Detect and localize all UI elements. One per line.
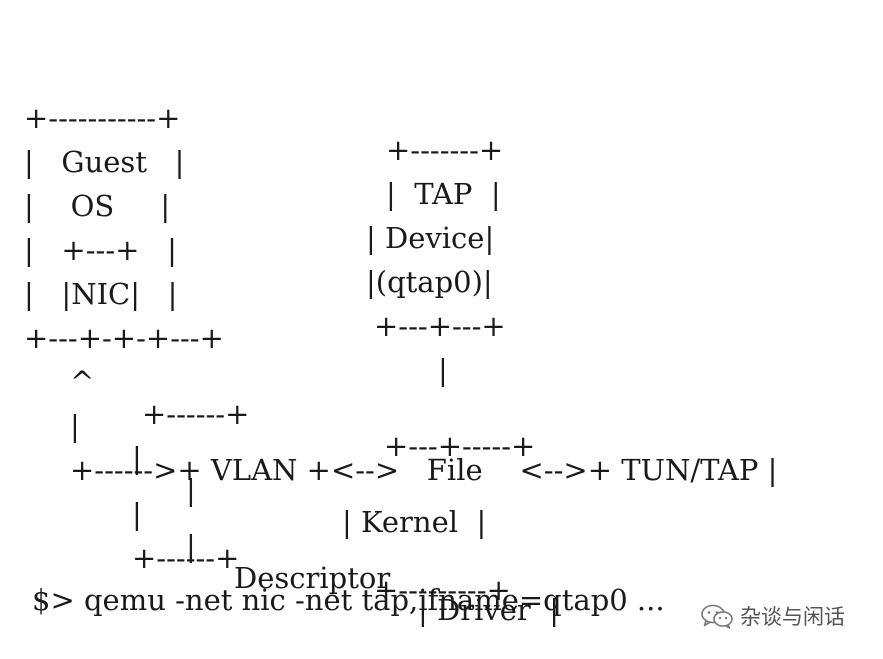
vlan-box-left-lower: |: [132, 497, 142, 531]
vlan-file-tuntap-connection: +------>+ VLAN +<--> File <-->+ TUN/TAP …: [70, 453, 778, 487]
nic-arrow-head: ^: [70, 365, 95, 399]
diagram-line-1: +-----------+ +-------+: [0, 70, 503, 198]
ascii-network-diagram: +-----------+ +-------+ | Guest | | TAP …: [0, 70, 777, 626]
diagram-line-3: | OS | | Device|: [0, 158, 494, 286]
guest-label: | Guest |: [24, 145, 185, 179]
diagram-line-9: +------>+ VLAN +<--> File <-->+ TUN/TAP …: [0, 422, 777, 518]
diagram-line-11: +------+ +---------+: [0, 510, 511, 638]
vlan-box-top: +------+: [142, 397, 250, 431]
wechat-icon: [701, 604, 733, 629]
diagram-line-6: +---+-+-+---+ |: [0, 290, 448, 418]
watermark: 杂谈与闲话: [700, 601, 845, 631]
watermark-text: 杂谈与闲话: [740, 605, 845, 629]
device-label: | Device|: [366, 221, 495, 255]
diagram-line-8: | | | | Kernel |: [0, 378, 486, 570]
diagram-line-7: ^ +------+ +---+-----+: [0, 334, 535, 494]
guest-os-box-bottom: +---+-+-+---+: [24, 321, 224, 355]
nic-box-top: | +---+ |: [24, 233, 177, 267]
diagram-line-2: | Guest | | TAP |: [0, 114, 501, 242]
vlan-box-right: |: [186, 473, 196, 507]
tap-device-box-top: +-------+: [386, 133, 504, 167]
diagram-line-10: | | Descriptor | Driver |: [0, 466, 559, 658]
diagram-line-5: | |NIC| | +---+---+: [0, 246, 506, 374]
vlan-box-right-lower: |: [186, 529, 196, 563]
tap-label: | TAP |: [386, 177, 501, 211]
kernel-label: | Kernel |: [342, 505, 487, 539]
qemu-command: $> qemu -net nic -net tap,ifname=qtap0 .…: [32, 583, 665, 617]
driver-box-bottom: +---------+: [374, 573, 511, 607]
guest-os-box-top: +-----------+: [24, 101, 181, 135]
driver-box-top: +---+-----+: [384, 429, 536, 463]
nic-arrow-shaft: |: [70, 409, 80, 443]
driver-label: | Driver |: [418, 593, 559, 627]
vlan-box-bottom: +------+: [132, 541, 240, 575]
tap-connector: |: [438, 353, 448, 387]
vlan-box-left: |: [132, 441, 142, 475]
os-label: | OS |: [24, 189, 171, 223]
tap-device-box-bottom: +---+---+: [374, 309, 506, 343]
diagram-line-4: | +---+ | |(qtap0)|: [0, 202, 493, 330]
qtap0-label: |(qtap0)|: [366, 265, 493, 299]
nic-label: | |NIC| |: [24, 277, 178, 311]
descriptor-label: Descriptor: [234, 561, 391, 595]
